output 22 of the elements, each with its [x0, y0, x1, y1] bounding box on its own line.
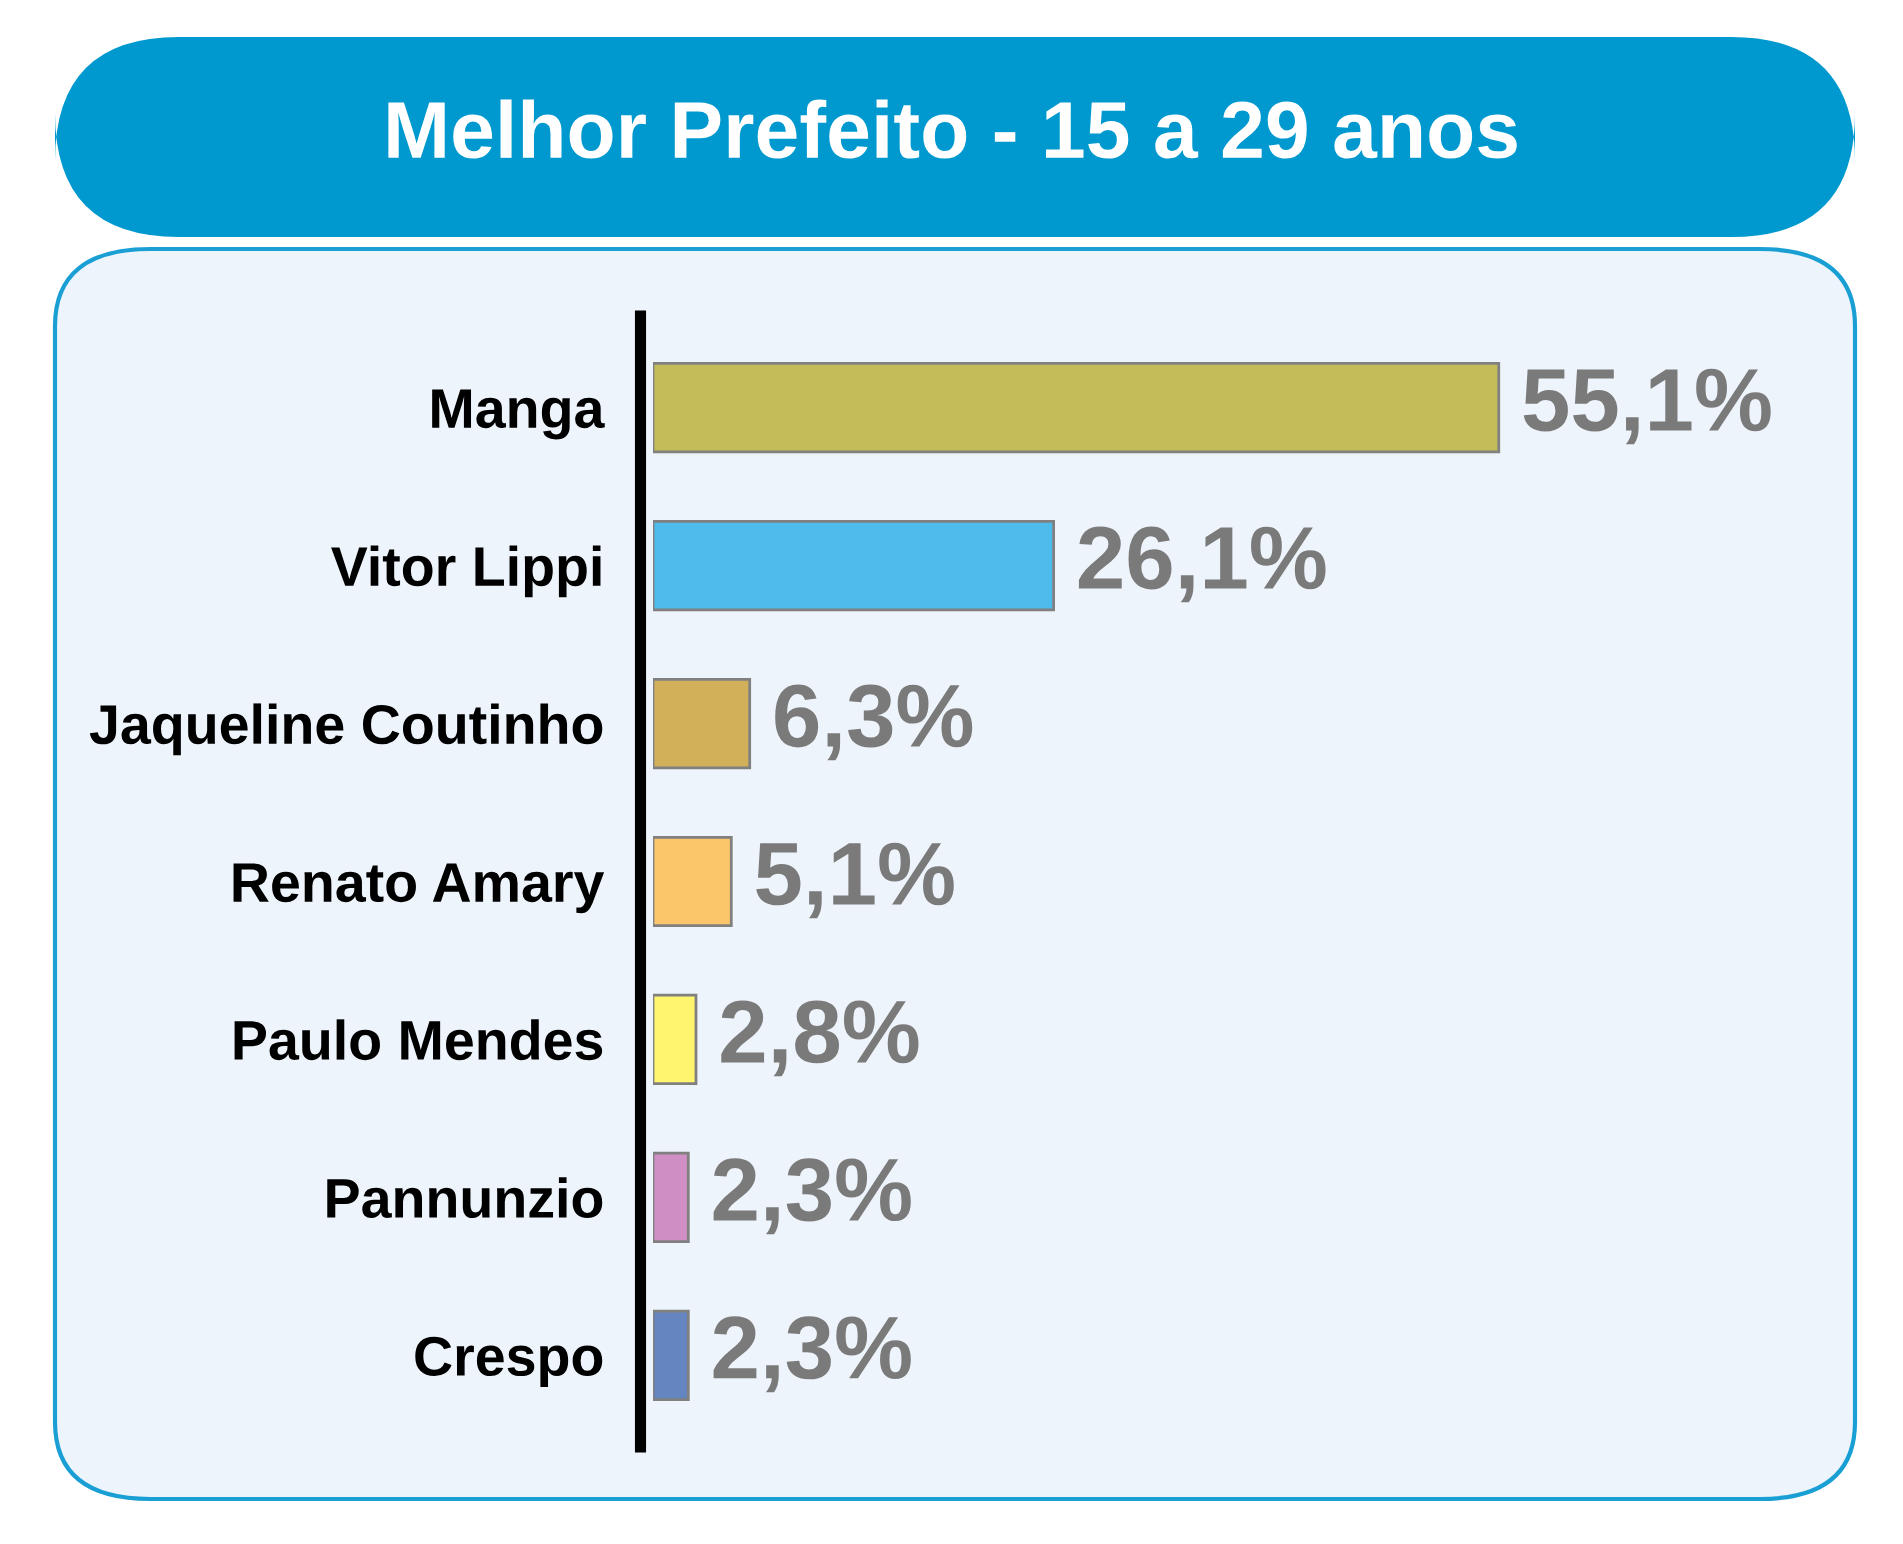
data-label: 26,1% [1078, 526, 1326, 603]
y-tick-label: Renato Amary [233, 863, 605, 914]
y-tick-label: Pannunzio [327, 1177, 603, 1219]
y-tick-label: Paulo Mendes [234, 1019, 603, 1061]
data-label: 6,3% [775, 684, 973, 761]
bar [653, 1309, 690, 1401]
bar [653, 1151, 690, 1244]
bar [653, 362, 1501, 454]
y-tick-label: Vitor Lippi [331, 545, 601, 598]
data-label: 2,8% [721, 1000, 919, 1077]
y-tick-label: Jaqueline Coutinho [89, 703, 603, 756]
bar [653, 519, 1056, 612]
data-label: 5,1% [756, 842, 954, 919]
y-tick-label: Manga [432, 389, 605, 440]
data-label: 2,3% [713, 1316, 911, 1393]
chart-title: Melhor Prefeito - 15 a 29 anos [388, 99, 1517, 159]
bar [653, 993, 698, 1086]
y-tick-label: Crespo [415, 1336, 603, 1388]
bar [653, 835, 733, 928]
bar [653, 677, 752, 770]
data-label: 55,1% [1523, 368, 1771, 445]
data-label: 2,3% [713, 1158, 911, 1235]
